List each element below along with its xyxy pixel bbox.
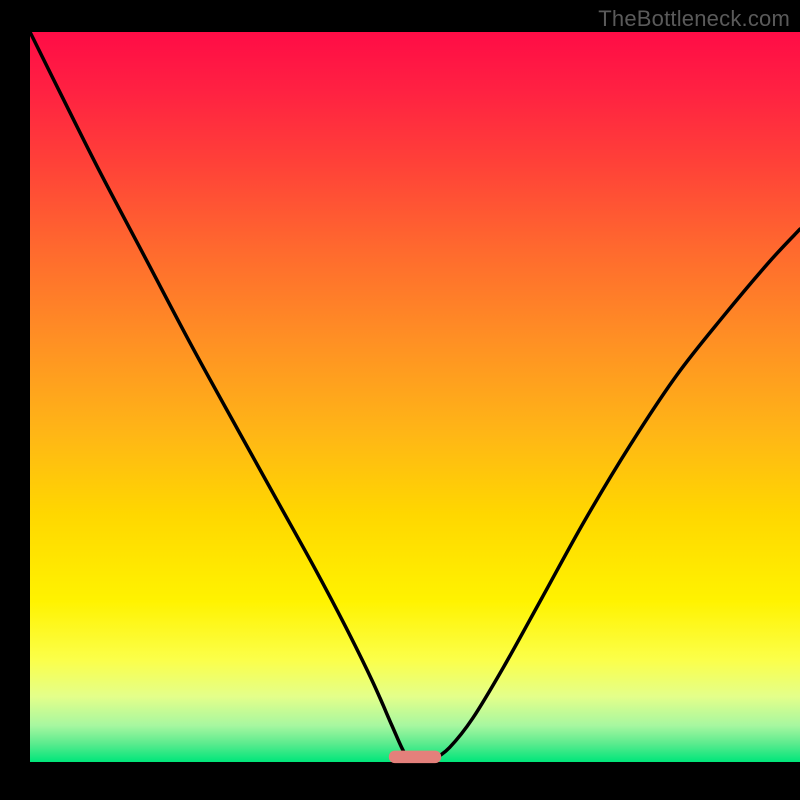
optimal-point-marker bbox=[389, 751, 441, 763]
plot-area-gradient bbox=[30, 32, 800, 762]
watermark-text: TheBottleneck.com bbox=[598, 6, 790, 32]
bottleneck-chart bbox=[0, 0, 800, 800]
chart-container: TheBottleneck.com bbox=[0, 0, 800, 800]
